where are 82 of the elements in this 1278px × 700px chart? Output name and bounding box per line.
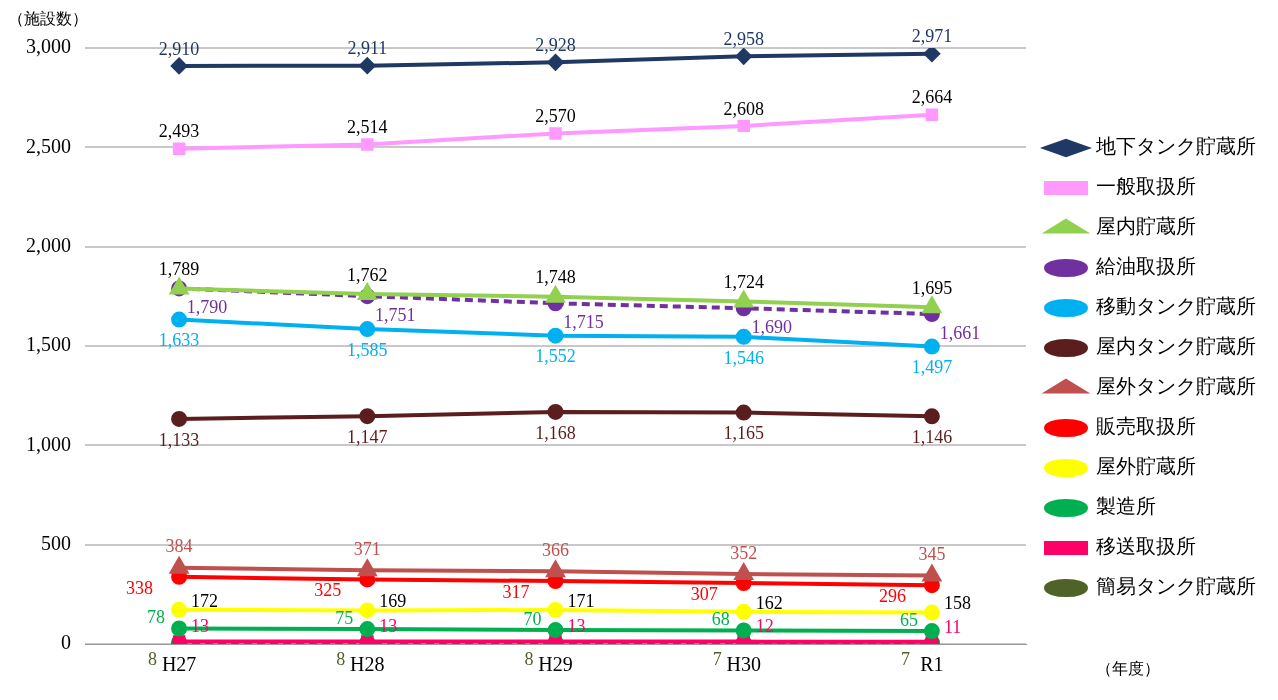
x-tick-label: H29 (538, 653, 573, 676)
y-tick-label: 1,500 (26, 333, 71, 356)
data-label: 371 (353, 539, 381, 560)
x-tick-label: R1 (920, 653, 944, 676)
legend-label: 販売取扱所 (1096, 415, 1196, 438)
data-label: 7 (712, 649, 722, 670)
data-label: 2,911 (347, 38, 388, 59)
legend-label: 移動タンク貯蔵所 (1096, 295, 1256, 318)
x-tick-label: H27 (161, 653, 197, 676)
data-label: 384 (165, 536, 193, 557)
data-label: 2,608 (723, 98, 764, 119)
data-label: 296 (878, 585, 906, 606)
data-label: 317 (502, 581, 530, 602)
data-label: 1,748 (535, 267, 576, 288)
data-label: 2,910 (158, 38, 200, 59)
data-label: 1,633 (158, 330, 200, 351)
x-tick-label: H30 (726, 653, 761, 676)
y-tick-label: 1,000 (26, 432, 71, 455)
data-label: 75 (335, 607, 354, 628)
data-label: 11 (943, 616, 962, 637)
data-label: 1,147 (347, 426, 388, 447)
data-label: 1,790 (186, 297, 228, 318)
data-label: 1,724 (723, 272, 764, 293)
data-label: 345 (918, 544, 946, 565)
data-label: 1,690 (751, 316, 792, 337)
data-label: 1,146 (911, 427, 953, 448)
data-label: 70 (523, 608, 542, 629)
x-tick-label: H28 (350, 653, 385, 676)
data-label: 2,514 (347, 117, 388, 138)
x-axis-title: （年度） (1096, 660, 1160, 678)
legend-label: 屋内貯蔵所 (1096, 215, 1196, 238)
data-label: 2,928 (535, 35, 576, 56)
y-tick-label: 3,000 (26, 35, 71, 58)
data-label: 2,570 (535, 106, 576, 127)
data-label: 78 (147, 607, 166, 628)
data-label: 1,165 (723, 423, 764, 444)
legend-label: 移送取扱所 (1096, 535, 1196, 558)
data-label: 1,552 (535, 346, 576, 367)
data-label: 325 (314, 580, 342, 601)
legend-label: 給油取扱所 (1095, 255, 1196, 278)
y-axis-title: （施設数） (8, 10, 88, 28)
data-label: 366 (542, 540, 569, 561)
legend-label: 製造所 (1096, 495, 1156, 518)
data-label: 8 (148, 649, 158, 670)
data-label: 158 (943, 593, 971, 614)
data-label: 1,715 (563, 312, 604, 333)
y-tick-label: 2,500 (26, 134, 71, 157)
legend-label: 簡易タンク貯蔵所 (1096, 575, 1256, 598)
data-label: 2,664 (911, 87, 953, 108)
data-label: 307 (690, 583, 718, 604)
data-label: 169 (379, 591, 407, 612)
data-label: 172 (191, 590, 219, 611)
data-label: 1,695 (911, 277, 953, 298)
data-label: 162 (755, 592, 783, 613)
y-tick-label: 500 (41, 531, 71, 554)
legend-label: 屋内タンク貯蔵所 (1096, 335, 1256, 358)
data-label: 1,133 (158, 429, 200, 450)
data-label: 1,497 (911, 357, 953, 378)
legend-label: 地下タンク貯蔵所 (1095, 135, 1256, 158)
data-label: 1,546 (723, 347, 764, 368)
data-label: 171 (567, 590, 595, 611)
data-label: 352 (730, 542, 758, 563)
data-label: 1,789 (158, 259, 200, 280)
data-label: 65 (899, 609, 918, 630)
data-label: 1,585 (347, 339, 388, 360)
y-tick-label: 0 (61, 631, 71, 654)
data-label: 8 (336, 649, 346, 670)
data-label: 68 (711, 609, 730, 630)
data-label: 2,493 (158, 121, 200, 142)
data-label: 2,958 (723, 29, 764, 50)
data-label: 8 (524, 649, 534, 670)
data-label: 2,971 (911, 26, 953, 47)
data-label: 7 (900, 649, 910, 670)
data-label: 1,751 (375, 304, 416, 325)
legend-label: 屋外貯蔵所 (1096, 455, 1196, 478)
legend-label: 一般取扱所 (1096, 175, 1196, 198)
data-label: 1,762 (347, 264, 388, 285)
legend-label: 屋外タンク貯蔵所 (1096, 375, 1256, 398)
data-label: 338 (126, 577, 154, 598)
data-label: 1,168 (535, 422, 576, 443)
y-tick-label: 2,000 (26, 233, 71, 256)
data-label: 1,661 (939, 322, 981, 343)
